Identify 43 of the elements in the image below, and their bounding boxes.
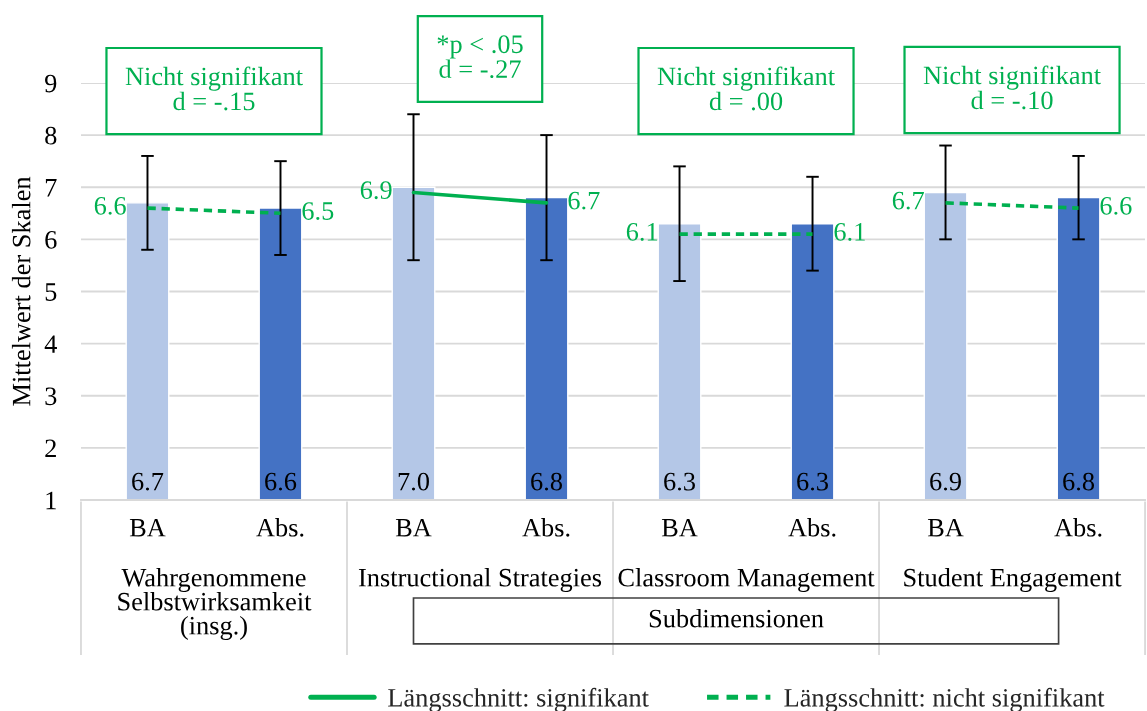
text: Subdimensionen [649, 608, 824, 628]
data-label: 6.6 [94, 196, 126, 215]
text: Instructional Strategies [358, 568, 602, 593]
y-tick-label: 6 [45, 231, 57, 249]
y-axis-title: Mittelwert der Skalen [11, 176, 31, 406]
text: Student Engagement [904, 568, 1122, 593]
data-label: 7.0 [398, 472, 429, 491]
data-label: 6.7 [568, 191, 600, 210]
data-label: 6.9 [930, 472, 961, 491]
x-tick-label: Abs. [256, 518, 304, 537]
y-tick-label: 8 [45, 126, 57, 145]
text: Wahrgenommene Selbstwirksamkeit (insg.) [118, 568, 312, 640]
x-tick-label: Abs. [788, 518, 836, 537]
data-label: 6.7 [892, 191, 924, 210]
data-label: 6.3 [797, 472, 828, 491]
data-label: 6.8 [531, 472, 562, 491]
x-tick-label: BA [395, 518, 432, 537]
data-label: 6.1 [834, 223, 865, 241]
text: *p < .05 d = -.27 [437, 35, 523, 79]
y-tick-label: 5 [45, 283, 57, 301]
data-label: 6.5 [302, 202, 334, 221]
data-label: 6.7 [132, 472, 164, 491]
data-label: 6.9 [360, 181, 392, 200]
x-tick-label: BA [927, 518, 964, 537]
annotation: Nicht signifikant d = -.15 [125, 66, 303, 111]
y-tick-label: 3 [45, 387, 57, 406]
data-label: 6.6 [265, 472, 297, 491]
y-tick-label: 9 [45, 74, 57, 93]
x-tick-label: Abs. [522, 518, 570, 537]
y-tick-label: 4 [44, 335, 57, 353]
data-label: 6.3 [664, 472, 695, 491]
annotation: Nicht signifikant d = .00 [657, 66, 835, 111]
x-tick-label: Abs. [1054, 518, 1102, 537]
annotation: Nicht signifikant d = -.10 [923, 65, 1101, 110]
text: Classroom Management [618, 568, 875, 593]
data-label: 6.6 [1100, 196, 1132, 215]
y-tick-label: 1 [46, 491, 56, 510]
x-tick-label: BA [129, 518, 166, 537]
y-tick-label: 7 [45, 179, 57, 197]
y-tick-label: 2 [45, 439, 56, 458]
data-label: 6.8 [1063, 472, 1095, 491]
data-label: 6.1 [626, 223, 658, 241]
x-tick-label: BA [661, 518, 698, 537]
